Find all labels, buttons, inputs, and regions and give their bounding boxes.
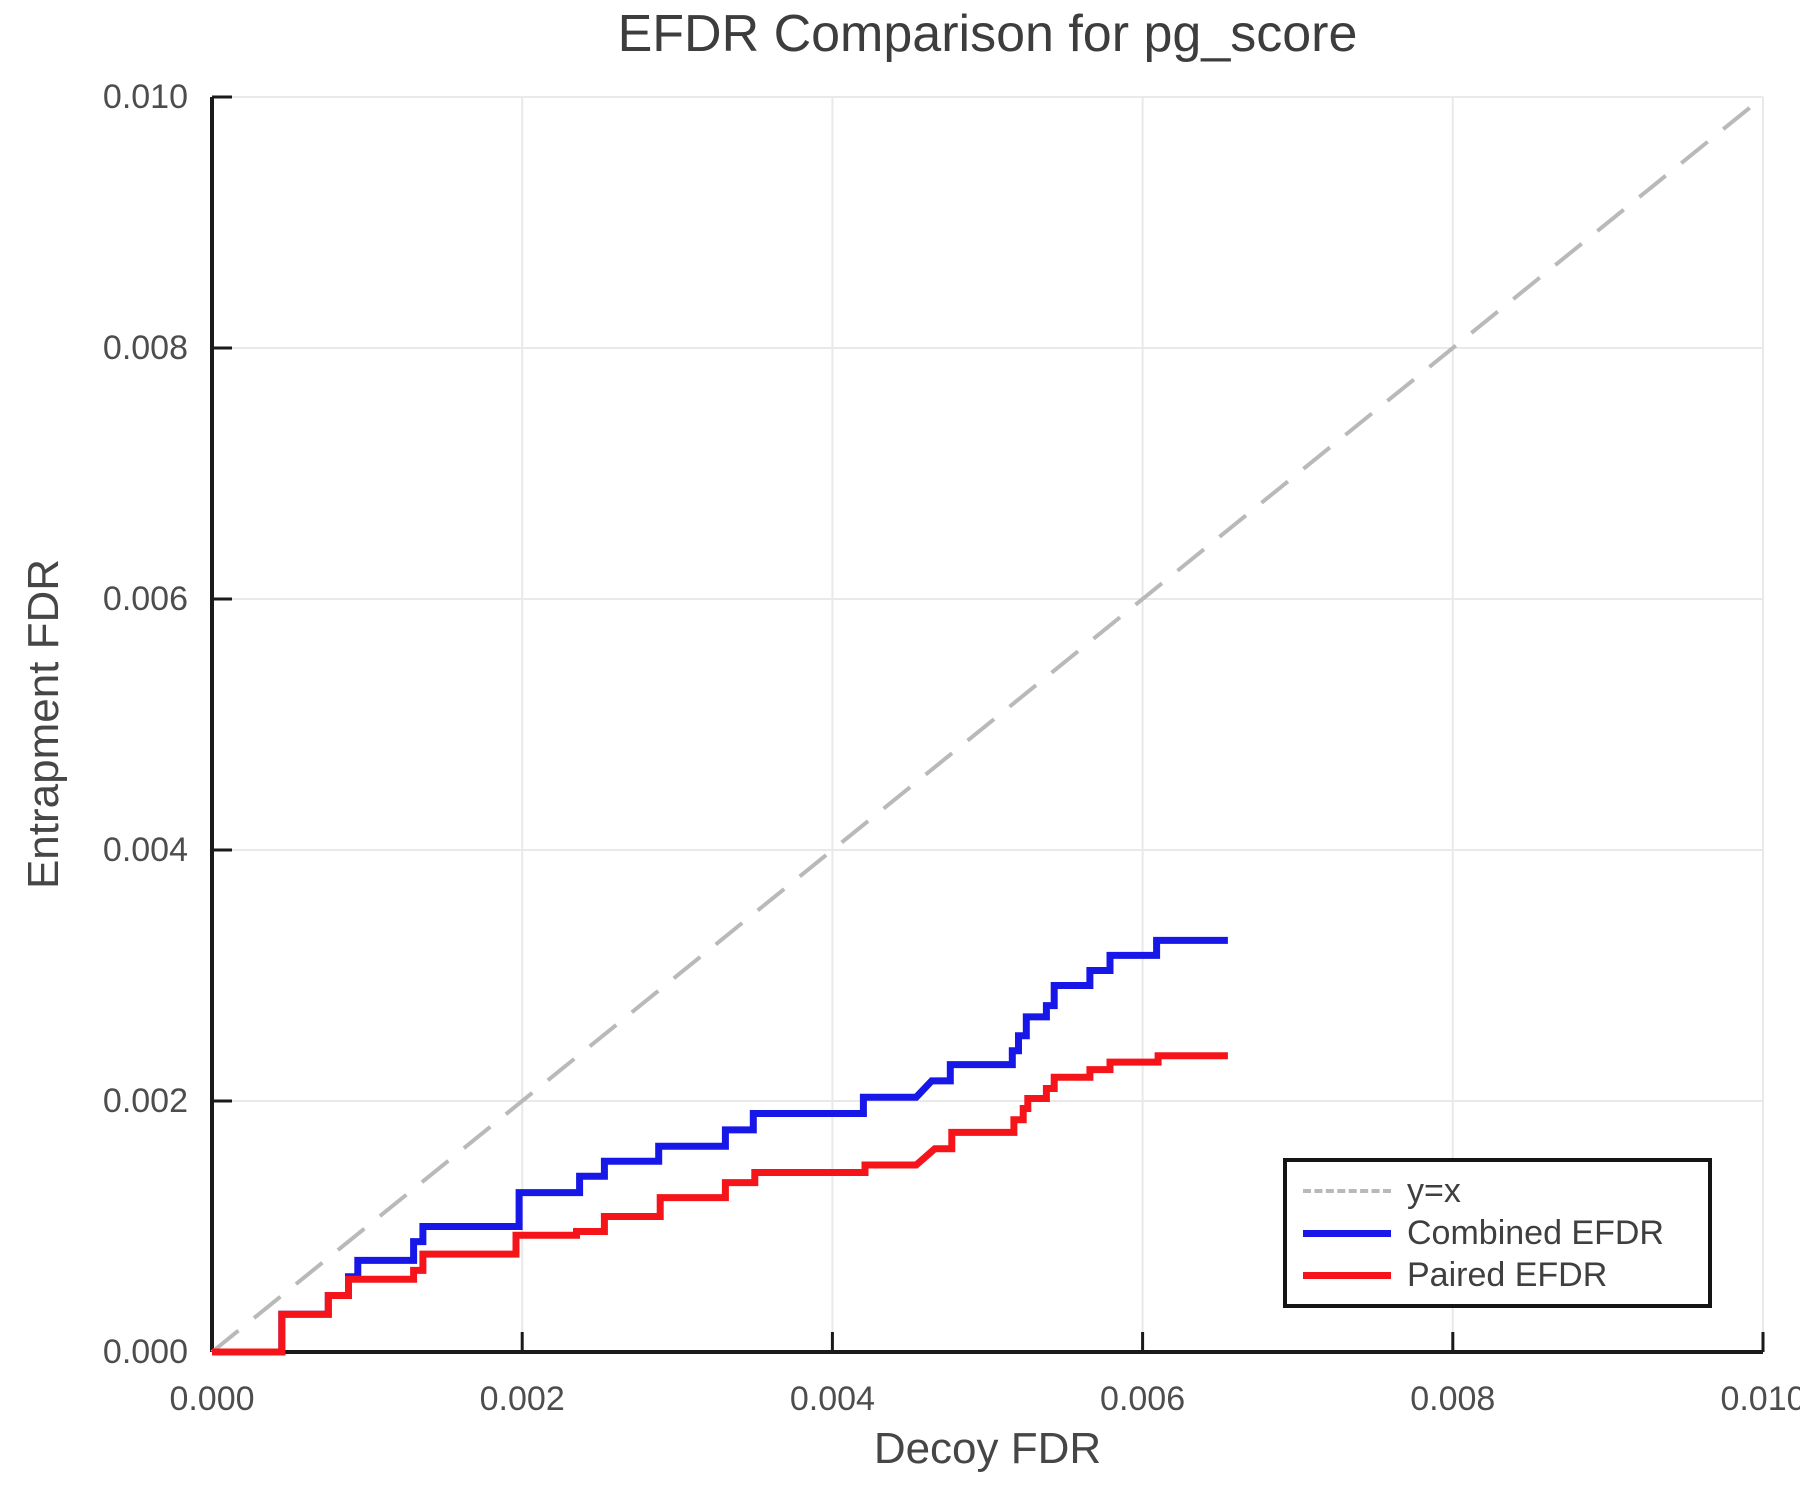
identity-line-sample [1303,1189,1391,1193]
x-tick-label: 0.000 [169,1380,255,1418]
combined-efdr-line [212,936,1228,1356]
y-tick-label: 0.006 [102,580,188,618]
x-tick-label: 0.004 [789,1380,875,1418]
y-tick-label: 0.004 [102,831,188,869]
legend-label-combined: Combined EFDR [1407,1213,1664,1252]
x-axis-label: Decoy FDR [873,1424,1102,1473]
chart-title: EFDR Comparison for pg_score [617,5,1358,63]
x-tick-label: 0.002 [479,1380,565,1418]
legend-entry-paired: Paired EFDR [1303,1254,1708,1296]
x-tick-label: 0.006 [1100,1380,1186,1418]
y-tick-label: 0.010 [102,78,188,116]
identity-line [210,95,1765,1354]
axes [210,95,1765,1354]
legend-label-identity: y=x [1407,1171,1461,1210]
x-tick-label: 0.010 [1720,1380,1800,1418]
paired-efdr-line-sample [1303,1271,1391,1279]
y-tick-label: 0.000 [102,1333,188,1371]
legend-label-paired: Paired EFDR [1407,1255,1608,1294]
paired-efdr-line [212,1052,1228,1356]
legend-entry-identity: y=x [1303,1170,1708,1212]
gridlines [212,96,1764,1352]
y-tick-label: 0.008 [102,329,188,367]
legend-entry-combined: Combined EFDR [1303,1212,1708,1254]
y-tick-label: 0.002 [102,1082,188,1120]
legend: y=x Combined EFDR Paired EFDR [1283,1158,1712,1308]
x-tick-label: 0.008 [1410,1380,1496,1418]
combined-efdr-line-sample [1303,1229,1391,1237]
y-axis-label: Entrapment FDR [19,558,68,890]
